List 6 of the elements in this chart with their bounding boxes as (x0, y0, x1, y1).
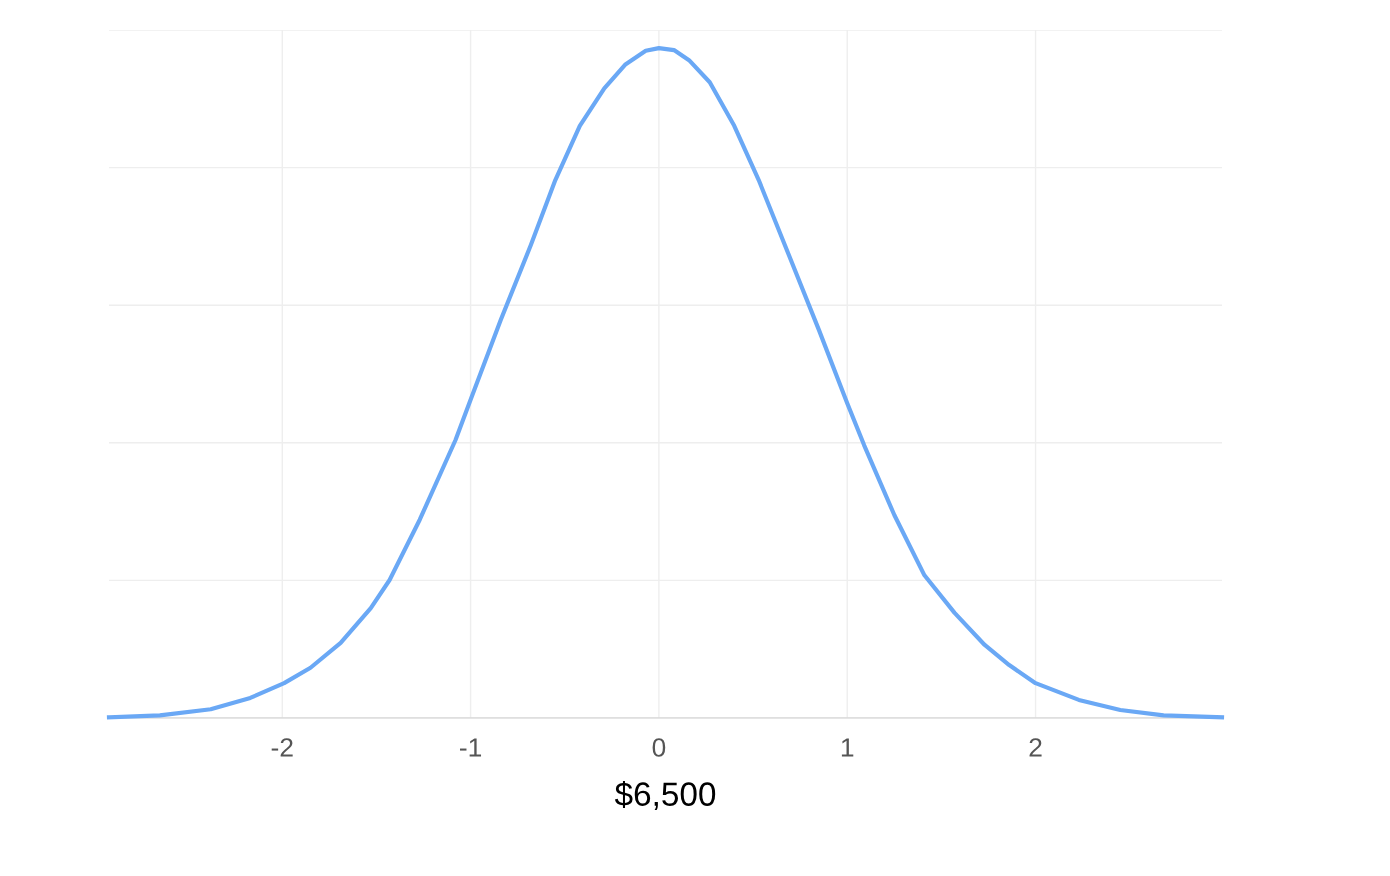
x-tick-label: 0 (652, 738, 666, 757)
x-tick-label: -1 (460, 738, 482, 757)
x-tick-label: -2 (271, 738, 293, 757)
x-tick-label: 1 (841, 738, 854, 757)
x-axis-title: $6,500 (614, 780, 716, 810)
x-tick-label: 2 (1029, 738, 1042, 757)
